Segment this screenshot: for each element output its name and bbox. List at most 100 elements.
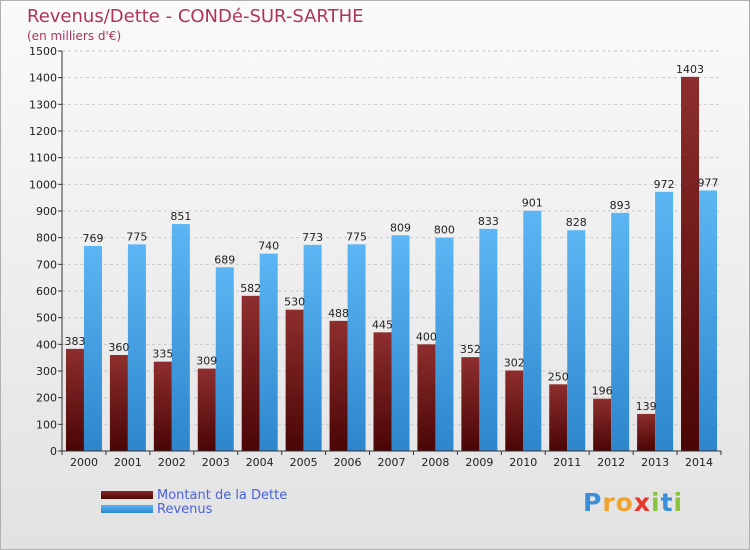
logo-letter: P xyxy=(583,488,603,517)
y-tick-label: 200 xyxy=(36,392,57,405)
bar-dette xyxy=(417,344,436,451)
proxiti-logo: Proxiti xyxy=(583,488,683,517)
y-tick-label: 500 xyxy=(36,312,57,325)
bar-revenus xyxy=(479,228,498,451)
bar-revenus xyxy=(303,244,322,451)
data-label-revenus: 775 xyxy=(346,230,367,243)
bar-revenus xyxy=(347,244,366,451)
bar-revenus xyxy=(699,190,718,451)
data-label-dette: 335 xyxy=(152,348,173,361)
data-label-revenus: 833 xyxy=(478,215,499,228)
data-label-revenus: 775 xyxy=(126,230,147,243)
y-tick-label: 800 xyxy=(36,232,57,245)
logo-letter: x xyxy=(633,488,651,517)
data-label-dette: 302 xyxy=(504,356,525,369)
data-label-revenus: 689 xyxy=(214,253,235,266)
data-label-revenus: 851 xyxy=(170,210,191,223)
bar-revenus xyxy=(655,191,674,452)
x-tick-label: 2000 xyxy=(70,456,98,469)
y-tick-label: 600 xyxy=(36,285,57,298)
data-label-dette: 488 xyxy=(328,307,349,320)
x-tick-label: 2005 xyxy=(290,456,318,469)
data-label-dette: 530 xyxy=(284,296,305,309)
logo-letter: i xyxy=(673,488,684,517)
x-tick-label: 2006 xyxy=(334,456,362,469)
bar-dette xyxy=(329,320,348,451)
data-label-dette: 1403 xyxy=(676,63,704,76)
data-label-revenus: 828 xyxy=(566,216,587,229)
y-tick-label: 400 xyxy=(36,338,57,351)
legend-swatch-dette xyxy=(101,491,153,499)
bar-revenus xyxy=(215,267,234,451)
bar-dette xyxy=(681,76,700,451)
y-tick-label: 1300 xyxy=(29,98,57,111)
bar-revenus xyxy=(391,235,410,451)
bar-dette xyxy=(373,332,392,451)
chart-title: Revenus/Dette - CONDé-SUR-SARTHE xyxy=(27,6,364,27)
data-label-revenus: 972 xyxy=(654,178,675,191)
data-label-dette: 400 xyxy=(416,330,437,343)
data-label-revenus: 769 xyxy=(82,232,103,245)
chart-subtitle: (en milliers d'€) xyxy=(27,29,122,43)
bar-dette xyxy=(461,357,480,451)
x-tick-label: 2002 xyxy=(158,456,186,469)
x-tick-label: 2007 xyxy=(378,456,406,469)
x-tick-label: 2010 xyxy=(509,456,537,469)
x-tick-label: 2008 xyxy=(421,456,449,469)
y-tick-label: 300 xyxy=(36,365,57,378)
data-label-revenus: 740 xyxy=(258,240,279,253)
data-label-dette: 309 xyxy=(196,355,217,368)
data-label-dette: 383 xyxy=(64,335,85,348)
y-tick-label: 1100 xyxy=(29,152,57,165)
x-tick-label: 2003 xyxy=(202,456,230,469)
logo-letter: o xyxy=(615,488,634,517)
bar-dette xyxy=(197,368,216,451)
x-tick-label: 2012 xyxy=(597,456,625,469)
data-label-revenus: 800 xyxy=(434,224,455,237)
y-tick-label: 1400 xyxy=(29,72,57,85)
bar-dette xyxy=(65,348,84,451)
data-label-dette: 582 xyxy=(240,282,261,295)
x-tick-label: 2013 xyxy=(641,456,669,469)
data-label-revenus: 893 xyxy=(610,199,631,212)
x-tick-label: 2001 xyxy=(114,456,142,469)
bar-revenus xyxy=(523,210,542,451)
bar-dette xyxy=(153,361,172,451)
data-label-dette: 139 xyxy=(636,400,657,413)
logo-letter: r xyxy=(602,488,616,517)
x-tick-label: 2014 xyxy=(685,456,713,469)
bar-dette xyxy=(549,384,568,451)
bar-revenus xyxy=(435,237,454,451)
x-tick-label: 2011 xyxy=(553,456,581,469)
bar-dette xyxy=(109,355,128,451)
bar-dette xyxy=(637,413,656,451)
logo-letter: i xyxy=(651,488,661,517)
y-tick-label: 900 xyxy=(36,205,57,218)
logo-letter: t xyxy=(660,488,674,517)
bar-dette xyxy=(593,398,612,451)
bar-dette xyxy=(285,309,304,451)
x-tick-label: 2004 xyxy=(246,456,274,469)
data-label-dette: 360 xyxy=(108,341,129,354)
data-labels: 383 769 360 775 335 851 309 689 582 740 530 773 488 7… xyxy=(64,63,718,413)
y-tick-label: 100 xyxy=(36,418,57,431)
data-label-revenus: 901 xyxy=(522,197,543,210)
y-tick-label: 700 xyxy=(36,258,57,271)
data-label-revenus: 809 xyxy=(390,221,411,234)
legend-label-revenus: Revenus xyxy=(157,502,213,517)
data-label-dette: 352 xyxy=(460,343,481,356)
bar-revenus xyxy=(171,224,190,451)
x-tick-label: 2009 xyxy=(465,456,493,469)
legend-label-dette: Montant de la Dette xyxy=(157,488,288,503)
data-label-dette: 250 xyxy=(548,370,569,383)
bar-revenus xyxy=(567,230,586,451)
bar-revenus xyxy=(83,245,102,451)
data-label-dette: 445 xyxy=(372,318,393,331)
y-tick-label: 1200 xyxy=(29,125,57,138)
bar-dette xyxy=(241,295,260,451)
y-tick-label: 1500 xyxy=(29,45,57,58)
legend-swatch-revenus xyxy=(101,505,153,513)
bar-revenus xyxy=(611,212,630,451)
